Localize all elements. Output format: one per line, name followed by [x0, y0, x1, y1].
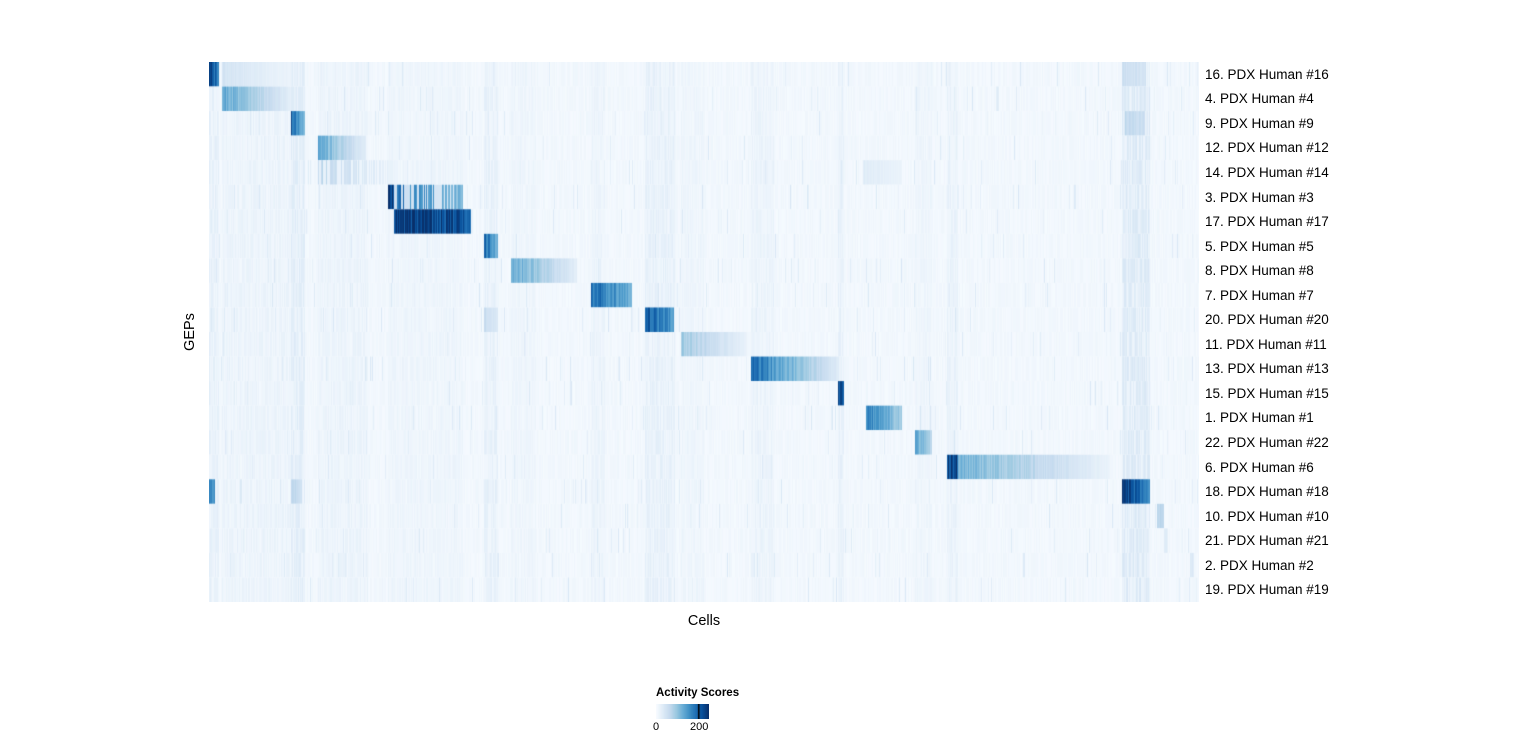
heatmap-plot-area [209, 62, 1199, 602]
row-label: 12. PDX Human #12 [1205, 140, 1329, 156]
row-label: 17. PDX Human #17 [1205, 214, 1329, 230]
row-label: 6. PDX Human #6 [1205, 459, 1314, 475]
legend-title: Activity Scores [656, 687, 740, 699]
row-label: 3. PDX Human #3 [1205, 189, 1314, 205]
row-label: 22. PDX Human #22 [1205, 434, 1329, 450]
legend-tick-labels: 0 200 [652, 721, 709, 735]
row-label: 21. PDX Human #21 [1205, 533, 1329, 549]
row-label: 13. PDX Human #13 [1205, 361, 1329, 377]
x-axis-label: Cells [687, 613, 721, 629]
row-label: 8. PDX Human #8 [1205, 263, 1314, 279]
row-label: 14. PDX Human #14 [1205, 164, 1329, 180]
row-labels: 16. PDX Human #16 4. PDX Human #4 9. PDX H… [1205, 62, 1525, 602]
row-label: 19. PDX Human #19 [1205, 582, 1329, 598]
legend-tick-label: 0 [652, 721, 660, 733]
legend-colorbar-wrap [656, 704, 709, 719]
row-label: 5. PDX Human #5 [1205, 238, 1314, 254]
row-label: 10. PDX Human #10 [1205, 508, 1329, 524]
row-label: 4. PDX Human #4 [1205, 91, 1314, 107]
row-label: 9. PDX Human #9 [1205, 115, 1314, 131]
legend-tick-label: 200 [690, 721, 709, 733]
row-label: 15. PDX Human #15 [1205, 385, 1329, 401]
row-label: 18. PDX Human #18 [1205, 484, 1329, 500]
row-label: 2. PDX Human #2 [1205, 557, 1314, 573]
y-axis-label: GEPs [182, 313, 198, 351]
row-label: 1. PDX Human #1 [1205, 410, 1314, 426]
row-label: 16. PDX Human #16 [1205, 66, 1329, 82]
legend: Activity Scores 0 200 [652, 687, 740, 735]
row-label: 20. PDX Human #20 [1205, 312, 1329, 328]
row-label: 11. PDX Human #11 [1205, 336, 1327, 352]
legend-colorbar [656, 704, 709, 719]
row-label: 7. PDX Human #7 [1205, 287, 1314, 303]
heatmap-canvas [209, 62, 1199, 602]
